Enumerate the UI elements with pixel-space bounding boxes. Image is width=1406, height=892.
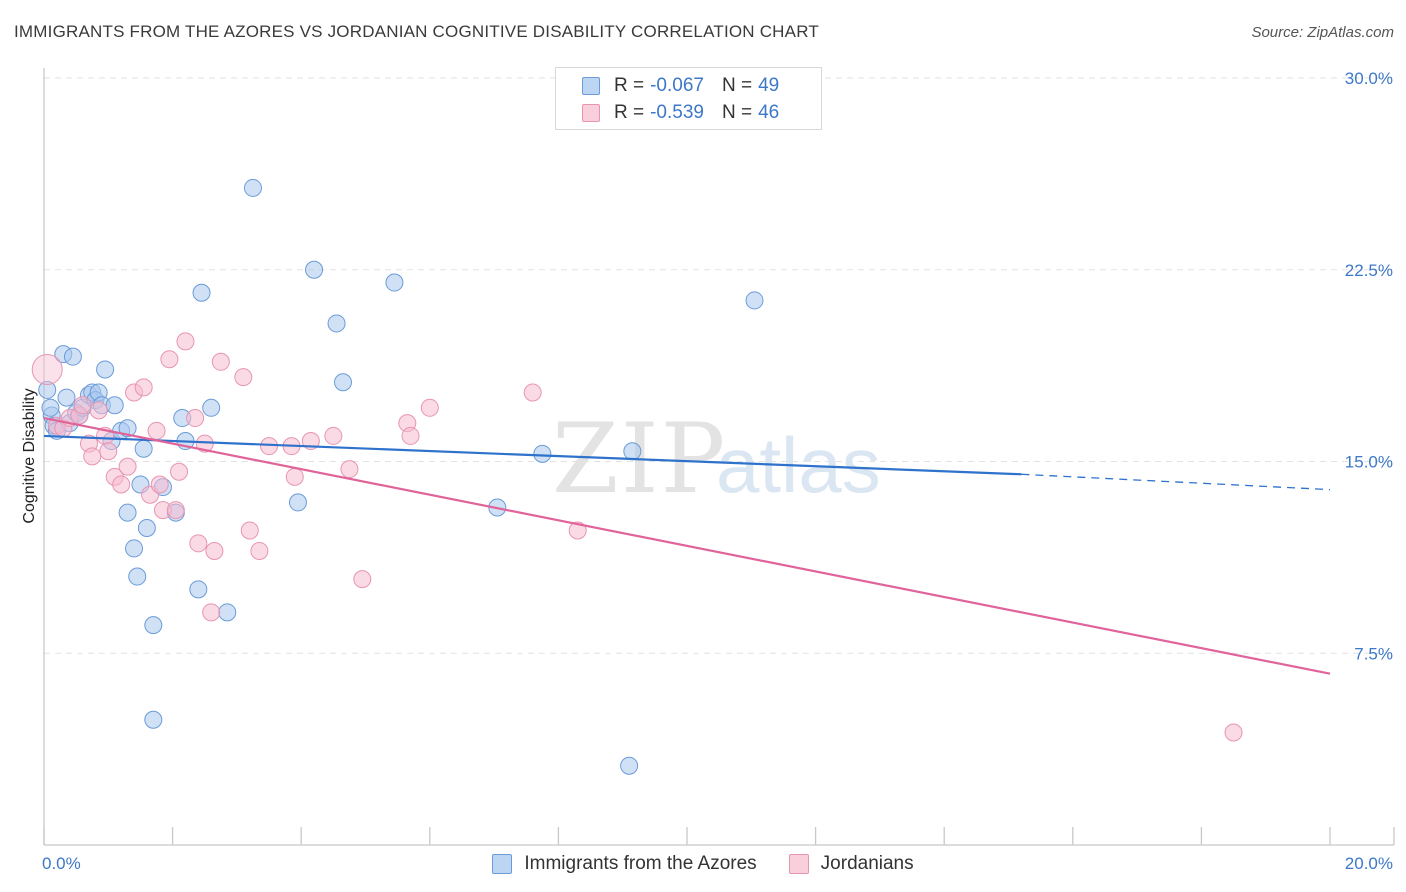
azores-point — [137, 518, 156, 537]
x-tick-label-0: 0.0% — [42, 854, 81, 873]
azores-point — [57, 388, 76, 407]
jordanians-point — [83, 447, 102, 466]
jordanians-point — [166, 501, 185, 520]
correlation-legend: R = -0.067 N = 49 R = -0.539 N = 46 — [555, 67, 822, 130]
jordanians-point — [1224, 723, 1243, 742]
axes — [43, 68, 1395, 846]
grid-lines — [44, 77, 1394, 654]
azores-point — [305, 260, 324, 279]
jordanians-point — [285, 467, 304, 486]
azores-point — [327, 314, 346, 333]
y-tick-label-0: 7.5% — [1354, 644, 1393, 663]
series-swatch-jordanians — [788, 854, 809, 874]
azores-point — [533, 444, 552, 463]
legend-r-value-jordanians: -0.539 — [650, 102, 704, 123]
azores-point — [745, 291, 764, 310]
chart-source: Source: ZipAtlas.com — [1251, 24, 1394, 41]
legend-r-value-azores: -0.067 — [650, 75, 704, 96]
chart-title: IMMIGRANTS FROM THE AZORES VS JORDANIAN … — [14, 22, 819, 41]
jordanians-point — [202, 603, 221, 622]
legend-row-azores: R = -0.067 N = 49 — [582, 74, 779, 98]
jordanians-point — [118, 457, 137, 476]
jordanians-point — [234, 368, 253, 387]
y-tick-label-1: 15.0% — [1345, 453, 1393, 472]
azores-point — [105, 396, 124, 415]
azores-point — [189, 580, 208, 599]
series-swatch-azores — [492, 854, 513, 874]
jordanians-point — [160, 350, 179, 369]
legend-n-label: N = — [721, 102, 753, 123]
legend-swatch-azores — [582, 77, 600, 95]
jordanians-point — [150, 475, 169, 494]
data-points — [31, 178, 1243, 775]
azores-point — [333, 373, 352, 392]
jordanians-point — [99, 442, 118, 461]
azores-point — [118, 419, 137, 438]
series-legend: Immigrants from the Azores Jordanians — [0, 850, 1406, 878]
azores-point — [128, 567, 147, 586]
azores-point — [620, 756, 639, 775]
jordanians-point — [134, 378, 153, 397]
legend-n-value-jordanians: 46 — [758, 102, 780, 123]
legend-r-label: R = — [614, 102, 645, 123]
jordanians-trend-line — [43, 416, 1331, 675]
series-label-azores: Immigrants from the Azores — [524, 853, 757, 874]
trend-lines — [43, 416, 1331, 675]
jordanians-point — [176, 332, 195, 351]
y-tick-label-2: 22.5% — [1345, 261, 1393, 280]
jordanians-point — [147, 421, 166, 440]
jordanians-point — [523, 383, 542, 402]
jordanians-point — [189, 534, 208, 553]
azores-point — [144, 616, 163, 635]
jordanians-point — [112, 475, 131, 494]
jordanians-point — [205, 541, 224, 560]
azores-point — [96, 360, 115, 379]
legend-n-value-azores: 49 — [758, 75, 780, 96]
jordanians-point — [31, 353, 63, 385]
jordanians-point — [420, 398, 439, 417]
azores-point — [125, 539, 144, 558]
jordanians-point — [568, 521, 587, 540]
x-tick-label-1: 20.0% — [1345, 854, 1393, 873]
azores-point — [38, 380, 57, 399]
azores-point — [192, 283, 211, 302]
jordanians-point — [73, 396, 92, 415]
azores-point — [144, 710, 163, 729]
y-tick-label-3: 30.0% — [1345, 69, 1393, 88]
azores-trend-extension — [1021, 473, 1331, 491]
jordanians-point — [260, 437, 279, 456]
series-label-jordanians: Jordanians — [820, 853, 914, 874]
legend-swatch-jordanians — [582, 104, 600, 122]
azores-point — [243, 178, 262, 197]
series-legend-azores[interactable]: Immigrants from the Azores — [492, 853, 757, 875]
azores-point — [288, 493, 307, 512]
azores-point — [218, 603, 237, 622]
azores-point — [202, 398, 221, 417]
legend-row-jordanians: R = -0.539 N = 46 — [582, 101, 779, 125]
azores-point — [623, 442, 642, 461]
azores-point — [134, 439, 153, 458]
azores-point — [63, 347, 82, 366]
jordanians-point — [324, 426, 343, 445]
tick-labels: 7.5% 15.0% 22.5% 30.0% 0.0% 20.0% — [42, 69, 1393, 873]
jordanians-point — [240, 521, 259, 540]
legend-r-label: R = — [614, 75, 645, 96]
legend-n-label: N = — [721, 75, 753, 96]
jordanians-point — [340, 460, 359, 479]
jordanians-point — [250, 541, 269, 560]
azores-point — [118, 503, 137, 522]
jordanians-point — [401, 426, 420, 445]
jordanians-point — [170, 462, 189, 481]
jordanians-point — [89, 401, 108, 420]
jordanians-point — [353, 570, 372, 589]
y-axis-title: Cognitive Disability — [21, 388, 38, 523]
azores-point — [41, 398, 60, 417]
series-legend-jordanians[interactable]: Jordanians — [788, 853, 914, 875]
jordanians-point — [186, 409, 205, 428]
azores-point — [385, 273, 404, 292]
jordanians-point — [211, 352, 230, 371]
azores-trend-line — [43, 434, 1022, 476]
